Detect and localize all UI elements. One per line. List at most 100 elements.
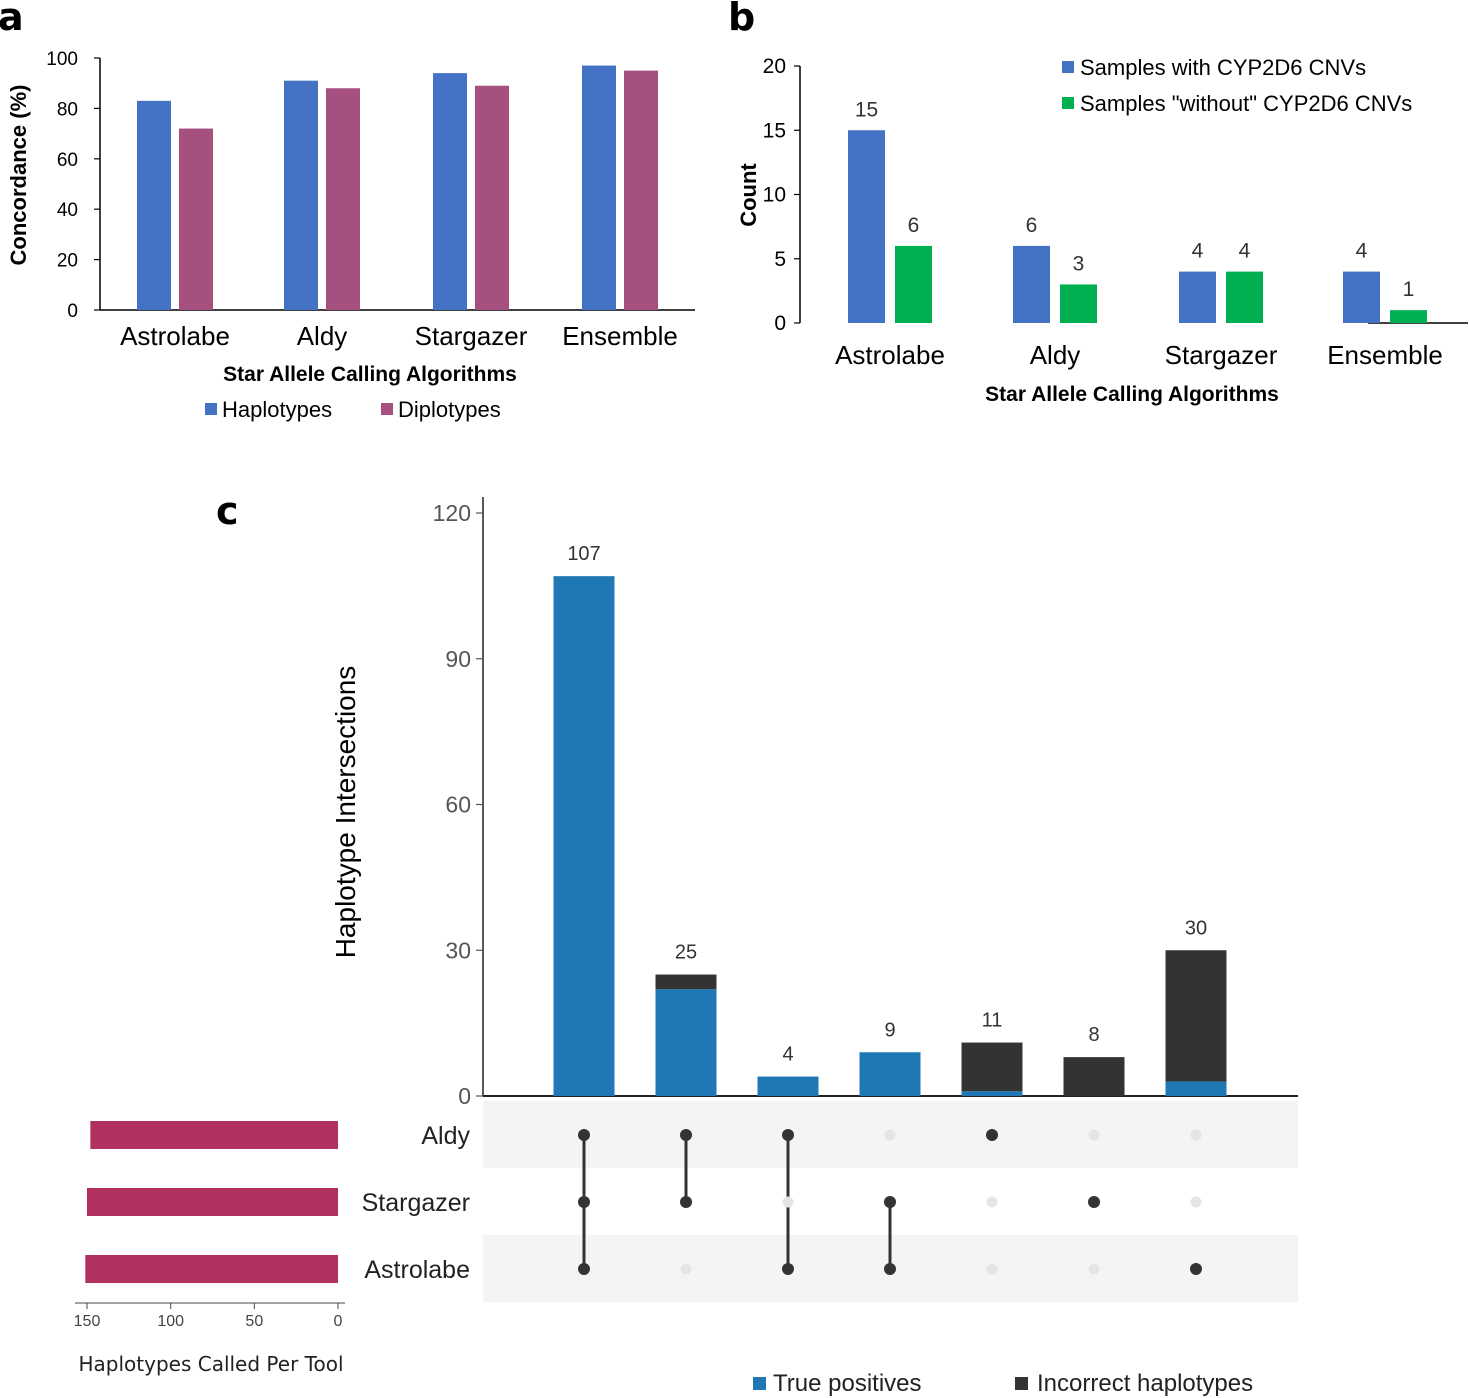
bar-without-cnv-ensemble xyxy=(1390,310,1427,323)
data-label: 4 xyxy=(1239,240,1251,263)
matrix-dot-filled xyxy=(986,1129,998,1141)
y-axis-title: Concordance (%) xyxy=(6,85,31,266)
matrix-dot-empty xyxy=(986,1196,998,1208)
y-tick-label: 10 xyxy=(763,184,786,207)
y-tick-label: 80 xyxy=(57,99,78,120)
bar-incorrect-7 xyxy=(1165,950,1227,1082)
bar-true-positives-2 xyxy=(655,989,717,1096)
bar-true-positives-5 xyxy=(961,1091,1023,1096)
y-tick-label: 30 xyxy=(445,937,471,963)
bar-with-cnv-stargazer xyxy=(1179,271,1216,323)
legend-label-haplotypes: Haplotypes xyxy=(222,397,332,422)
set-size-tick-label: 50 xyxy=(245,1313,263,1330)
bar-haplotypes-aldy xyxy=(284,80,318,311)
bar-diplotypes-stargazer xyxy=(475,85,509,310)
matrix-dot-empty xyxy=(986,1263,998,1275)
data-label: 4 xyxy=(1192,240,1204,263)
legend-label-incorrect: Incorrect haplotypes xyxy=(1037,1370,1253,1397)
x-category-label: Stargazer xyxy=(1165,340,1278,370)
bar-incorrect-2 xyxy=(655,974,717,990)
y-tick-label: 100 xyxy=(46,49,78,70)
x-category-label: Astrolabe xyxy=(835,340,945,370)
set-size-bar-astrolabe xyxy=(85,1255,339,1283)
bar-true-positives-4 xyxy=(859,1052,921,1096)
y-tick-label: 0 xyxy=(67,301,78,322)
y-tick-label: 20 xyxy=(57,251,78,272)
y-tick-label: 15 xyxy=(763,119,786,142)
intersection-count-label: 25 xyxy=(675,942,697,964)
matrix-dot-filled xyxy=(782,1263,794,1275)
y-tick-label: 60 xyxy=(445,792,471,818)
legend-label-without-cnv: Samples "without" CYP2D6 CNVs xyxy=(1080,91,1412,116)
set-size-bar-stargazer xyxy=(87,1188,338,1216)
matrix-dot-filled xyxy=(782,1129,794,1141)
matrix-dot-filled xyxy=(578,1196,590,1208)
data-label: 6 xyxy=(1026,214,1038,237)
panel-letter-c: c xyxy=(216,489,239,533)
legend-swatch-with-cnv xyxy=(1062,61,1074,73)
matrix-dot-empty xyxy=(1088,1129,1100,1141)
set-size-axis-title: Haplotypes Called Per Tool xyxy=(78,1352,343,1376)
x-category-label: Stargazer xyxy=(415,321,528,351)
set-label-astrolabe: Astrolabe xyxy=(364,1256,470,1284)
y-tick-label: 120 xyxy=(433,500,471,526)
bar-haplotypes-astrolabe xyxy=(137,100,171,310)
legend-swatch-diplotypes xyxy=(381,403,393,415)
set-size-tick-label: 0 xyxy=(334,1313,343,1330)
bar-without-cnv-stargazer xyxy=(1226,271,1263,323)
matrix-dot-filled xyxy=(578,1263,590,1275)
x-category-label: Ensemble xyxy=(1327,340,1443,370)
set-size-tick-label: 150 xyxy=(74,1313,101,1330)
matrix-dot-filled xyxy=(1088,1196,1100,1208)
bar-with-cnv-aldy xyxy=(1013,245,1050,323)
intersection-count-label: 9 xyxy=(884,1019,895,1041)
y-tick-label: 5 xyxy=(774,248,786,271)
bar-haplotypes-stargazer xyxy=(433,73,467,311)
matrix-dot-filled xyxy=(1190,1263,1202,1275)
x-category-label: Ensemble xyxy=(562,321,678,351)
data-label: 3 xyxy=(1073,252,1085,275)
set-size-bar-aldy xyxy=(90,1121,338,1149)
bar-without-cnv-aldy xyxy=(1060,284,1097,323)
bar-with-cnv-astrolabe xyxy=(848,130,885,323)
intersection-count-label: 4 xyxy=(782,1044,793,1066)
x-category-label: Astrolabe xyxy=(120,321,230,351)
bar-true-positives-1 xyxy=(553,576,615,1096)
legend-swatch-true-positives xyxy=(753,1377,766,1390)
set-label-aldy: Aldy xyxy=(421,1122,470,1150)
bar-with-cnv-ensemble xyxy=(1343,271,1380,323)
bar-incorrect-6 xyxy=(1063,1057,1125,1096)
bar-diplotypes-astrolabe xyxy=(179,128,213,310)
matrix-dot-empty xyxy=(1088,1263,1100,1275)
data-label: 4 xyxy=(1356,240,1368,263)
set-size-tick-label: 100 xyxy=(157,1313,184,1330)
legend-label-diplotypes: Diplotypes xyxy=(398,397,501,422)
panel-letter-a: a xyxy=(0,0,24,39)
bar-without-cnv-astrolabe xyxy=(895,245,932,323)
bar-incorrect-5 xyxy=(961,1042,1023,1092)
matrix-dot-filled xyxy=(884,1196,896,1208)
y-tick-label: 90 xyxy=(445,646,471,672)
legend-swatch-incorrect xyxy=(1015,1377,1028,1390)
x-category-label: Aldy xyxy=(1030,340,1081,370)
intersection-count-label: 11 xyxy=(982,1010,1003,1032)
bar-haplotypes-ensemble xyxy=(582,65,616,310)
x-axis-title: Star Allele Calling Algorithms xyxy=(985,383,1279,406)
data-label: 15 xyxy=(855,98,878,121)
matrix-dot-empty xyxy=(1190,1129,1202,1141)
matrix-dot-filled xyxy=(884,1263,896,1275)
set-label-stargazer: Stargazer xyxy=(362,1189,470,1217)
bar-true-positives-7 xyxy=(1165,1081,1227,1096)
matrix-dot-filled xyxy=(578,1129,590,1141)
matrix-dot-empty xyxy=(884,1129,896,1141)
bar-true-positives-3 xyxy=(757,1076,819,1096)
y-tick-label: 0 xyxy=(774,312,786,335)
y-tick-label: 60 xyxy=(57,150,78,171)
matrix-dot-empty xyxy=(782,1196,794,1208)
data-label: 6 xyxy=(908,214,920,237)
x-axis-title: Star Allele Calling Algorithms xyxy=(223,363,517,386)
legend-label-true-positives: True positives xyxy=(773,1370,922,1397)
matrix-dot-filled xyxy=(680,1196,692,1208)
y-axis-title: Count xyxy=(736,163,761,227)
